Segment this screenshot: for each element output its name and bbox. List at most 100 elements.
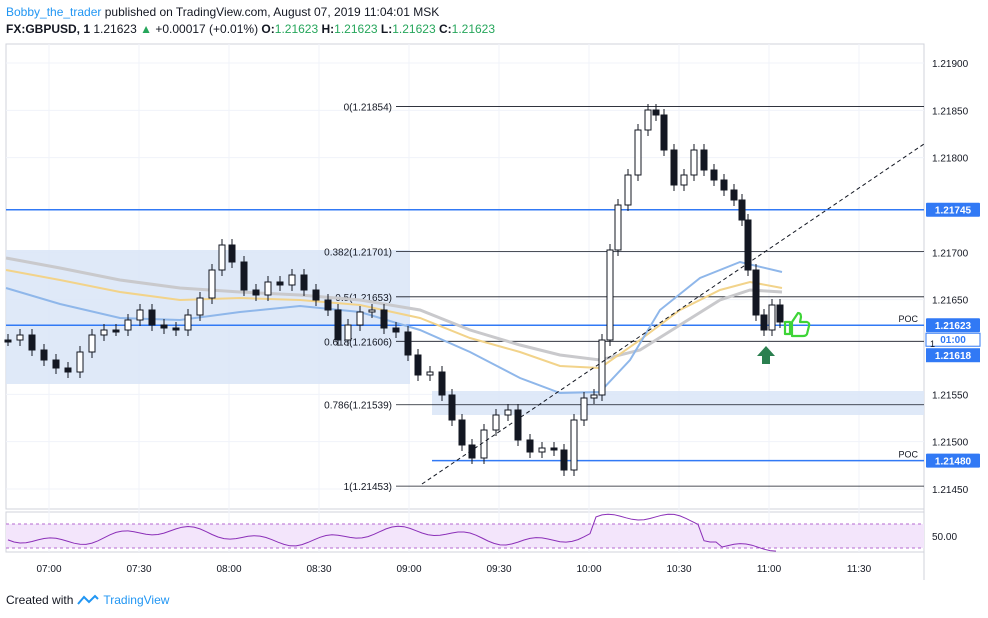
candle-body [264, 281, 272, 296]
created-with-text: Created with [6, 593, 74, 607]
candle-body [492, 414, 500, 431]
price-tick-label: 1.21650 [932, 296, 969, 307]
ma-yellow-line [5, 269, 783, 370]
chart-header: Bobby_the_trader published on TradingVie… [6, 4, 495, 38]
candle-body [300, 274, 308, 291]
candle-body [380, 309, 388, 329]
price-tag-label: 1.21745 [935, 206, 972, 217]
candle-body [288, 274, 296, 286]
candle-body [344, 324, 352, 341]
rsi-line [7, 513, 777, 552]
price-tag-box [926, 318, 980, 333]
candle-body [324, 299, 332, 311]
close-label: C: [438, 22, 452, 36]
fib-level-label: 0(1.21854) [344, 103, 392, 114]
poc-label: POC [898, 450, 918, 460]
candle-body [560, 449, 568, 471]
candle-body [768, 304, 776, 331]
candle-body [760, 314, 768, 331]
candle-body [392, 327, 400, 333]
candle-body [744, 219, 752, 271]
moving-averages [5, 256, 783, 395]
candle-body [184, 314, 192, 331]
candle-body [414, 354, 422, 376]
author-link[interactable]: Bobby_the_trader [6, 5, 102, 19]
time-tick-label: 09:00 [396, 564, 421, 575]
candle-body [570, 419, 578, 471]
price-tag-label: 1.21623 [935, 321, 972, 332]
candle-body [76, 351, 84, 373]
price-tick-label: 1.21800 [932, 154, 969, 165]
candle-body [40, 349, 48, 361]
time-tick-label: 07:30 [126, 564, 151, 575]
candle-body [526, 439, 534, 453]
change-value: +0.00017 (+0.01%) [155, 22, 259, 36]
time-tick-label: 11:30 [847, 564, 872, 575]
candle-body [208, 269, 216, 299]
time-tick-label: 07:00 [36, 564, 61, 575]
candle-body [276, 281, 284, 286]
small-tag-label: 1 [930, 339, 935, 349]
candle-body [652, 109, 660, 116]
thumbs-up-icon [783, 311, 811, 338]
rsi-tick-label: 50.00 [932, 532, 957, 543]
candle-body [680, 174, 688, 186]
support-box [432, 391, 924, 415]
published-text: published on TradingView.com, August 07,… [104, 5, 440, 19]
candle-body [730, 189, 738, 201]
price-tick-label: 1.21700 [932, 248, 969, 259]
candle-body [28, 334, 36, 351]
candle-body [660, 114, 668, 151]
candle-body [124, 319, 132, 331]
candle-body [404, 331, 412, 356]
ma-blue-line [5, 260, 783, 395]
price-tick-label: 1.21900 [932, 59, 969, 70]
ma-gray-line [5, 256, 783, 362]
up-arrow-marker-icon [757, 346, 775, 364]
candle-body [16, 334, 24, 341]
time-tick-label: 10:30 [666, 564, 691, 575]
candle-body [614, 204, 622, 251]
candle-body [64, 367, 72, 373]
candle-body [504, 409, 512, 416]
tradingview-link[interactable]: TradingView [103, 593, 170, 607]
price-tag-box [926, 453, 980, 468]
candle-body [312, 289, 320, 301]
candle-body [148, 309, 156, 326]
fib-level-label: 0.5(1.21653) [335, 293, 392, 304]
candle-body [458, 419, 466, 446]
time-tick-label: 09:30 [486, 564, 511, 575]
candle-body [334, 309, 342, 341]
candle-body [752, 269, 760, 316]
candle-body [196, 297, 204, 316]
low-label: L: [380, 22, 393, 36]
last-price: 1.21623 [93, 22, 137, 36]
fib-level-label: 0.786(1.21539) [324, 401, 392, 412]
price-tick-label: 1.21550 [932, 390, 969, 401]
candle-body [514, 409, 522, 441]
candle-body [598, 339, 606, 396]
price-tag-label: 1.21480 [935, 457, 972, 468]
close-value: 1.21623 [451, 22, 496, 36]
low-tag-box [926, 348, 980, 363]
candle-body [550, 447, 558, 451]
candle-body [228, 244, 236, 263]
candle-body [538, 447, 546, 453]
time-tick-label: 08:00 [216, 564, 241, 575]
candle-body [700, 149, 708, 171]
candle-body [172, 327, 180, 331]
footer: Created with TradingView [6, 593, 169, 607]
low-tag-label: 1.21618 [935, 351, 972, 362]
candle-body [606, 249, 614, 341]
time-tick-label: 08:30 [306, 564, 331, 575]
candle-body [776, 304, 784, 323]
symbol-label[interactable]: FX:GBPUSD, 1 [6, 22, 91, 36]
high-value: 1.21623 [334, 22, 378, 36]
candle-body [112, 329, 120, 333]
candle-body [368, 309, 376, 313]
fib-level-label: 1(1.21453) [344, 482, 392, 493]
candle-body [710, 169, 718, 181]
candle-body [88, 334, 96, 353]
candle-body [52, 359, 60, 369]
